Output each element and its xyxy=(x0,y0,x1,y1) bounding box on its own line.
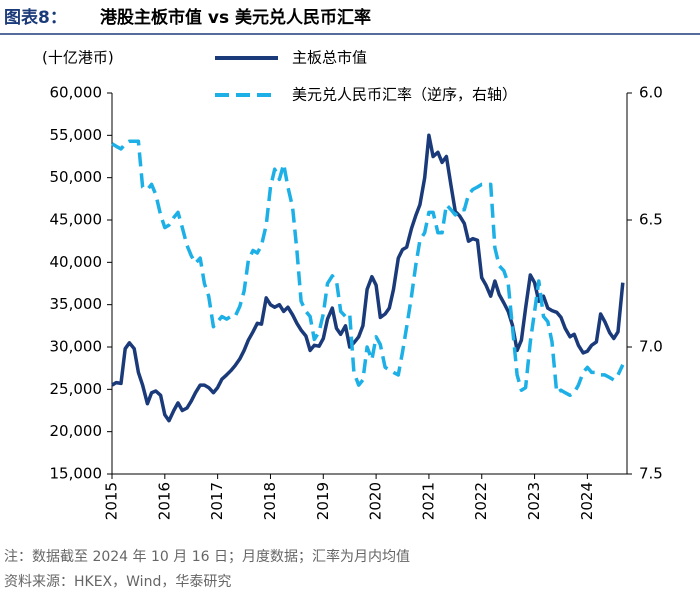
y2-tick-label: 7.5 xyxy=(639,465,663,483)
y-tick-label: 40,000 xyxy=(50,253,103,271)
y-tick-label: 55,000 xyxy=(50,126,103,144)
y-tick-label: 60,000 xyxy=(50,84,103,102)
y-tick-label: 50,000 xyxy=(50,168,103,186)
y2-tick-label: 7.0 xyxy=(639,338,663,356)
y-tick-label: 45,000 xyxy=(50,211,103,229)
x-tick-label: 2023 xyxy=(525,482,543,520)
x-tick-label: 2018 xyxy=(261,482,279,520)
y-tick-label: 30,000 xyxy=(50,338,103,356)
legend-label: 主板总市值 xyxy=(292,49,367,67)
y2-tick-label: 6.5 xyxy=(639,211,663,229)
x-tick-label: 2022 xyxy=(472,482,490,520)
y-tick-label: 25,000 xyxy=(50,380,103,398)
chart-title: 港股主板市值 vs 美元兑人民币汇率 xyxy=(100,7,371,28)
x-tick-label: 2021 xyxy=(419,482,437,520)
x-tick-label: 2015 xyxy=(103,482,121,520)
x-tick-label: 2024 xyxy=(578,482,596,520)
y-tick-label: 15,000 xyxy=(50,465,103,483)
source: 资料来源：HKEX，Wind，华泰研究 xyxy=(4,574,231,590)
y2-tick-label: 6.0 xyxy=(639,84,663,102)
x-tick-label: 2020 xyxy=(367,482,385,520)
x-tick-label: 2019 xyxy=(314,482,332,520)
x-tick-label: 2017 xyxy=(208,482,226,520)
y-tick-label: 20,000 xyxy=(50,422,103,440)
legend-label: 美元兑人民币汇率（逆序，右轴） xyxy=(292,86,517,104)
series-line xyxy=(111,133,625,423)
figure-label: 图表8： xyxy=(4,7,67,28)
y-axis-label: (十亿港币) xyxy=(42,49,114,67)
x-tick-label: 2016 xyxy=(155,482,173,520)
y-tick-label: 35,000 xyxy=(50,295,103,313)
note: 注：数据截至 2024 年 10 月 16 日；月度数据；汇率为月内均值 xyxy=(4,548,410,565)
series-line xyxy=(111,139,625,398)
